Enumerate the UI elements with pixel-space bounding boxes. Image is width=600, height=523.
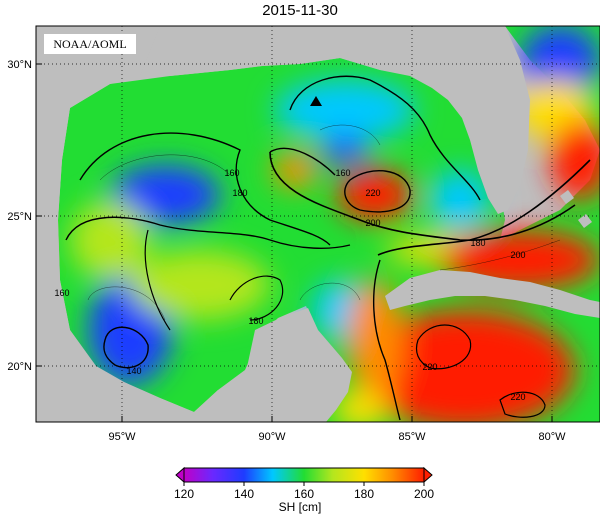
- contour-lines: [65, 75, 591, 421]
- map-title: 2015-11-30: [262, 2, 338, 19]
- colorbar-tick-label: 180: [354, 487, 374, 501]
- lon-tick-label: 90°W: [258, 431, 286, 443]
- colorbar-tick-label: 200: [414, 487, 434, 501]
- lat-tick-label: 30°N: [7, 59, 32, 71]
- plot-frame: [35, 25, 600, 423]
- contour-label: 180: [232, 188, 247, 198]
- colorbar-label: SH [cm]: [278, 500, 322, 514]
- contour-label: 140: [126, 366, 141, 376]
- lon-tick-labels: 95°W 90°W 85°W 80°W: [108, 431, 566, 443]
- contour-label: 160: [224, 168, 239, 178]
- contour-label: 220: [510, 392, 525, 402]
- colorbar-max-arrow: [423, 466, 433, 484]
- triangle-icon: [310, 96, 322, 106]
- contour-label: 180: [248, 316, 263, 326]
- contour-label: 200: [510, 250, 525, 260]
- contour-label: 160: [335, 168, 350, 178]
- colorbar-bar: [183, 467, 425, 483]
- land-masses: [36, 26, 600, 422]
- axis-ticks: [36, 63, 553, 422]
- lat-tick-label: 20°N: [7, 361, 32, 373]
- lat-tick-label: 25°N: [7, 211, 32, 223]
- credit-box: [44, 34, 136, 54]
- colorbar-min-arrow: [175, 466, 185, 484]
- credit-text: NOAA/AOML: [53, 37, 126, 51]
- colorbar-tick-label: 160: [294, 487, 314, 501]
- ocean-field: [58, 26, 600, 422]
- colorbar-tick-label: 140: [234, 487, 254, 501]
- lat-tick-labels: 30°N 25°N 20°N: [7, 59, 32, 373]
- contour-labels: 160 180 160 220 200 180 200 160 180 140 …: [54, 168, 525, 402]
- colorbar: 120 140 160 180 200: [174, 466, 434, 501]
- contour-label: 220: [422, 362, 437, 372]
- contour-label: 160: [54, 288, 69, 298]
- contour-label: 200: [365, 218, 380, 228]
- lon-tick-label: 85°W: [398, 431, 426, 443]
- colorbar-tick-label: 120: [174, 487, 194, 501]
- lon-tick-label: 80°W: [538, 431, 566, 443]
- contour-label: 180: [470, 238, 485, 248]
- minor-contours: [87, 124, 561, 321]
- lon-tick-label: 95°W: [108, 431, 136, 443]
- contour-label: 220: [365, 188, 380, 198]
